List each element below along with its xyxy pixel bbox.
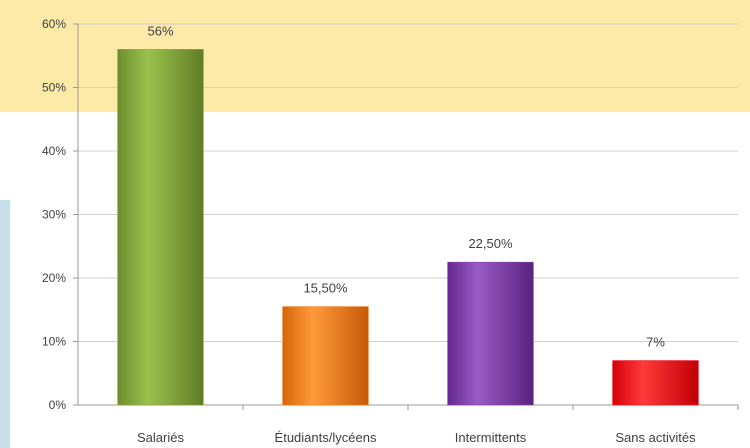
bar--tudiants-lyc-ens: [282, 306, 369, 406]
x-tick-label: Intermittents: [455, 430, 527, 445]
y-tick-label: 0%: [49, 398, 67, 412]
y-tick-label: 60%: [42, 17, 66, 31]
data-label: 15,50%: [303, 281, 348, 296]
y-tick-label: 20%: [42, 271, 66, 285]
x-tick-label: Salariés: [137, 430, 184, 445]
x-tick-label: Étudiants/lycéens: [275, 430, 377, 445]
data-label: 22,50%: [468, 236, 513, 251]
background-accent-left: [0, 200, 10, 448]
y-tick-label: 10%: [42, 335, 66, 349]
y-tick-label: 30%: [42, 208, 66, 222]
bar-sans-activit-s: [612, 360, 699, 406]
data-label: 56%: [147, 23, 173, 38]
data-labels: 56% 15,50% 22,50% 7%: [147, 23, 665, 349]
x-tick-label: Sans activités: [615, 430, 696, 445]
axes: 0% 10% 20% 30% 40% 50% 60% Salariés Étudiants/ly…: [42, 17, 739, 445]
bar-salari-s: [117, 49, 204, 406]
y-tick-label: 50%: [42, 81, 66, 95]
data-label: 7%: [646, 335, 665, 350]
bar-intermittents: [447, 261, 534, 406]
y-tick-label: 40%: [42, 144, 66, 158]
bars: [117, 49, 699, 406]
